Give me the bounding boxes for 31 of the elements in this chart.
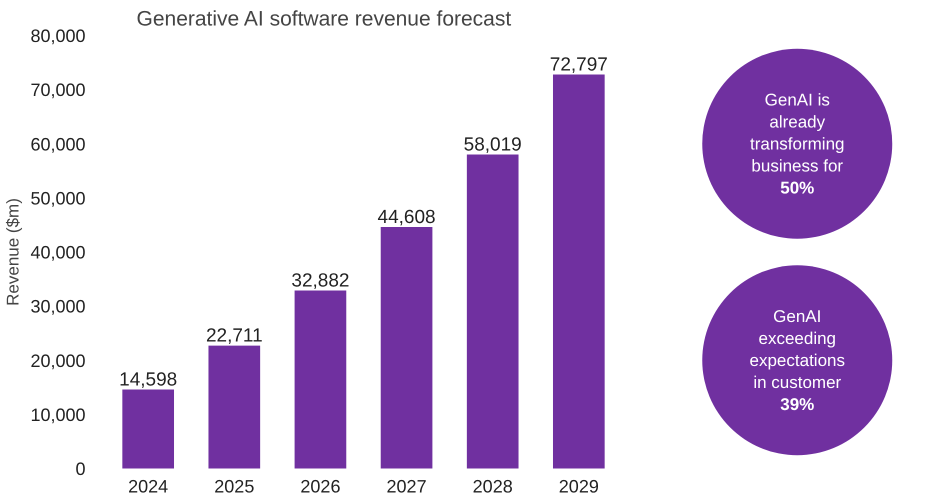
bar — [380, 227, 432, 468]
x-tick-label: 2026 — [300, 476, 340, 496]
x-tick-label: 2028 — [472, 476, 513, 496]
bar — [552, 74, 605, 468]
x-tick-label: 2024 — [128, 476, 168, 496]
y-tick-label: 80,000 — [30, 26, 86, 46]
x-tick-label: 2029 — [558, 476, 599, 496]
data-label: 22,711 — [206, 326, 263, 347]
y-tick-label: 70,000 — [30, 80, 86, 100]
y-tick-label: 20,000 — [30, 350, 86, 371]
y-tick-label: 50,000 — [30, 188, 86, 208]
y-tick-label: 40,000 — [30, 242, 86, 262]
data-label: 44,608 — [378, 207, 436, 228]
bar — [294, 290, 346, 468]
text: GenAI is already transforming business for 50% — [750, 90, 844, 198]
text: GenAI exceeding expectations in customer 39% — [750, 306, 845, 414]
bar — [122, 389, 174, 468]
data-label: 72,797 — [550, 54, 608, 76]
y-tick-label: 0 — [75, 459, 86, 479]
y-axis-title: Revenue ($m) — [3, 198, 22, 306]
bar — [466, 154, 519, 468]
data-label: 58,019 — [464, 134, 522, 156]
x-tick-label: 2025 — [214, 476, 254, 496]
bar — [208, 346, 260, 468]
y-tick-label: 60,000 — [30, 134, 86, 154]
x-tick-label: 2027 — [386, 476, 427, 496]
data-label: 32,882 — [291, 270, 350, 292]
y-tick-label: 10,000 — [30, 404, 86, 425]
y-tick-label: 30,000 — [30, 296, 86, 317]
data-label: 14,598 — [119, 369, 178, 390]
chart-title: Generative AI software revenue forecast — [136, 8, 512, 30]
